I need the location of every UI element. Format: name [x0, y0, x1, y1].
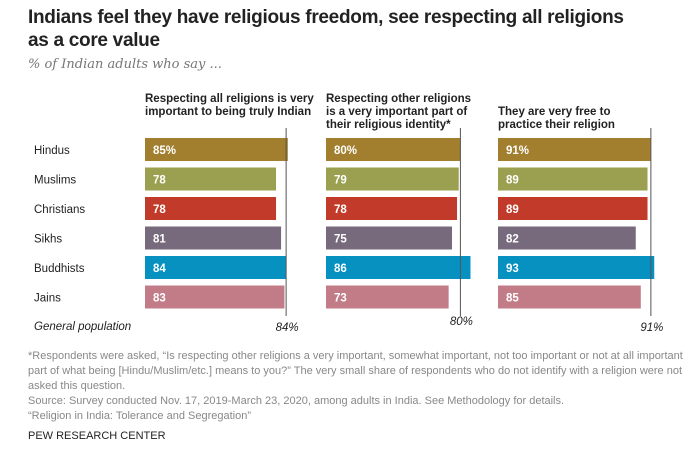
reference-label: 91% — [640, 322, 663, 334]
data-label: 84 — [153, 263, 166, 275]
bar — [498, 138, 651, 161]
data-label: 89 — [506, 204, 519, 216]
column-header-truly-indian: Respecting all religions is very importa… — [145, 93, 314, 118]
bar — [498, 256, 655, 279]
bar — [326, 226, 452, 250]
data-label: 81 — [153, 234, 166, 246]
chart-subtitle: % of Indian adults who say ... — [28, 57, 222, 72]
category-label: Christians — [34, 204, 85, 216]
bar — [498, 226, 636, 250]
category-label: Jains — [34, 293, 61, 305]
data-label: 85 — [506, 293, 519, 305]
data-label: 78 — [153, 175, 166, 187]
category-label: Buddhists — [34, 263, 85, 275]
bar-chart: Hindus Muslims Christians Sikhs Buddhists Jai… — [34, 128, 663, 334]
footnote: *Respondents were asked, “Is respecting … — [28, 350, 683, 392]
bar — [326, 167, 459, 191]
data-label: 78 — [334, 204, 347, 216]
data-label: 91% — [506, 145, 529, 157]
data-label: 79 — [334, 175, 347, 187]
reference-label: 84% — [276, 322, 299, 334]
report-title: “Religion in India: Tolerance and Segreg… — [28, 410, 251, 422]
data-label: 82 — [506, 234, 519, 246]
column-header-free-practice: They are very free to practice their rel… — [498, 106, 615, 131]
data-label: 75 — [334, 234, 347, 246]
source-note: Source: Survey conducted Nov. 17, 2019-M… — [28, 395, 565, 407]
bar — [326, 256, 471, 279]
bar — [145, 197, 277, 220]
bar — [145, 226, 282, 250]
bar — [145, 256, 287, 279]
column-header-religious-identity: Respecting other religions is a very imp… — [326, 93, 472, 131]
category-label: Muslims — [34, 175, 76, 187]
bar — [145, 167, 277, 191]
data-label: 83 — [153, 293, 166, 305]
data-label: 89 — [506, 175, 519, 187]
brand-label: PEW RESEARCH CENTER — [28, 430, 166, 442]
data-label: 85% — [153, 145, 176, 157]
data-label: 86 — [334, 263, 347, 275]
data-label: 93 — [506, 263, 519, 275]
data-label: 73 — [334, 293, 347, 305]
bar — [145, 285, 285, 309]
category-label: Hindus — [34, 145, 70, 157]
bar — [326, 197, 458, 220]
category-label: Sikhs — [34, 234, 62, 246]
bar — [145, 138, 288, 161]
chart-notes: *Respondents were asked, “Is respecting … — [28, 349, 688, 424]
bar — [326, 138, 461, 161]
reference-label: 80% — [450, 316, 473, 328]
bar — [498, 285, 641, 309]
general-population-label: General population — [34, 321, 131, 333]
data-label: 78 — [153, 204, 166, 216]
data-label: 80% — [334, 145, 357, 157]
bar — [326, 285, 449, 309]
bar — [498, 167, 648, 191]
chart-title: Indians feel they have religious freedom… — [28, 7, 624, 51]
bar — [498, 197, 648, 220]
